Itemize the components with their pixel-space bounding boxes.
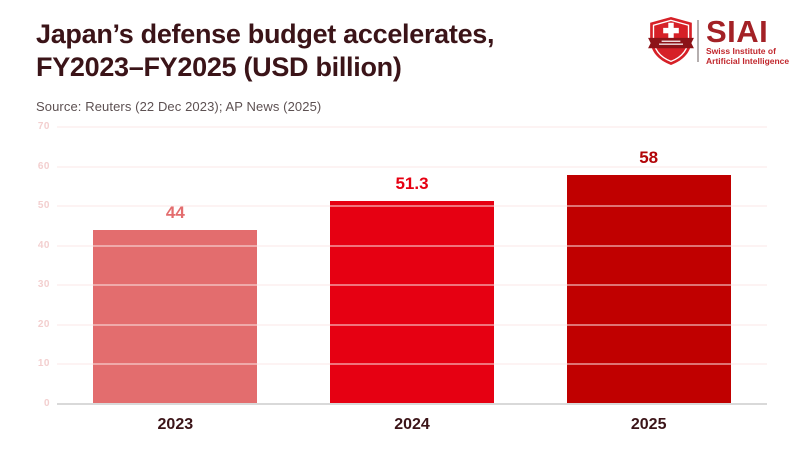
y-tick-label: 30 xyxy=(37,279,50,291)
y-tick-label: 40 xyxy=(37,239,50,251)
bar-slots: 44 51.3 58 xyxy=(57,127,767,404)
category-label: 2025 xyxy=(630,416,667,433)
gridline xyxy=(57,363,767,365)
bar-value-label: 51.3 xyxy=(395,174,429,193)
logo-divider xyxy=(697,20,699,62)
gridline xyxy=(57,284,767,286)
chart-title: Japan’s defense budget accelerates, FY20… xyxy=(36,18,495,84)
bar-slot: 44 xyxy=(57,127,294,404)
siai-logo: SIAI Swiss Institute of Artificial Intel… xyxy=(648,16,789,66)
bar-value-label: 58 xyxy=(639,147,659,167)
bar-value-label: 44 xyxy=(165,202,185,222)
chart-title-line2: FY2023–FY2025 (USD billion) xyxy=(36,52,402,82)
bar-2024 xyxy=(330,201,494,404)
logo-subtitle-line1: Swiss Institute of xyxy=(706,45,776,56)
y-tick-label: 10 xyxy=(37,358,50,370)
x-axis: 2023 2024 2025 xyxy=(57,416,767,434)
gridline xyxy=(57,205,767,207)
source-note: Source: Reuters (22 Dec 2023); AP News (… xyxy=(36,99,322,114)
bar-slot: 51.3 xyxy=(294,127,531,404)
category-label: 2023 xyxy=(157,416,194,433)
y-tick-label: 50 xyxy=(37,200,50,212)
y-tick-label: 20 xyxy=(37,318,50,330)
gridline xyxy=(57,126,767,128)
gridline xyxy=(57,166,767,168)
chart-title-line1: Japan’s defense budget accelerates, xyxy=(36,19,495,49)
logo-wordmark: SIAI xyxy=(706,13,769,49)
logo-subtitle-line2: Artificial Intelligence xyxy=(706,55,790,66)
gridline xyxy=(57,324,767,326)
bar-slot: 58 xyxy=(530,127,767,404)
logo-text: SIAI Swiss Institute of Artificial Intel… xyxy=(706,13,790,66)
category-label: 2024 xyxy=(394,416,430,433)
y-axis: 0 10 20 30 40 50 60 70 xyxy=(26,121,50,409)
bar-2025 xyxy=(566,174,731,404)
baseline xyxy=(57,403,767,405)
gridline xyxy=(57,245,767,247)
bar-2023 xyxy=(93,229,258,404)
y-tick-label: 0 xyxy=(43,398,50,409)
y-tick-label: 60 xyxy=(37,160,50,172)
shield-icon xyxy=(648,17,694,65)
y-tick-label: 70 xyxy=(37,121,50,132)
plot-area: 44 51.3 58 xyxy=(57,126,767,405)
